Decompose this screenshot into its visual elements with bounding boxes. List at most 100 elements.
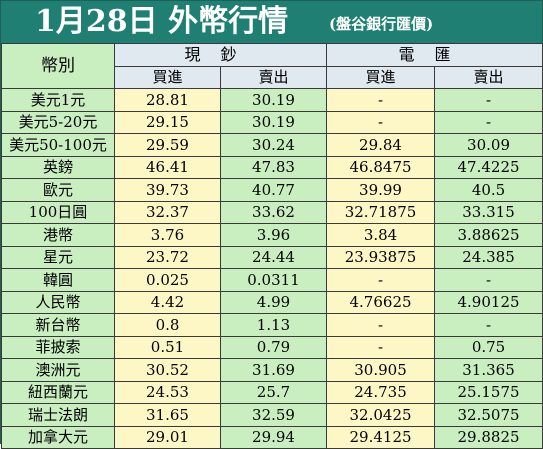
cash-buy-cell: 39.73 xyxy=(114,178,221,202)
wire-buy-cell: 23.93875 xyxy=(326,245,436,269)
table-row: 新台幣 0.8 1.13- - xyxy=(1,313,543,337)
wire-sell-cell: 24.385 xyxy=(434,245,543,269)
cash-sell-cell: 33.62 xyxy=(219,200,328,224)
cash-sell-cell: 29.94 xyxy=(219,425,328,449)
page-title: 1月28日 外幣行情 xyxy=(35,4,289,39)
cash-sell-cell: 32.59 xyxy=(219,403,328,427)
cash-sell-cell: 31.69 xyxy=(219,358,328,382)
wire-sell-cell: - xyxy=(434,313,543,337)
wire-buy-header: 買進 xyxy=(326,65,436,89)
table-row: 澳洲元 30.52 31.69 30.905 31.365 xyxy=(1,358,543,382)
currency-header: 幣別 xyxy=(1,43,115,89)
cash-sell-cell: 1.13 xyxy=(219,313,328,337)
cash-buy-cell: 46.41 xyxy=(114,155,221,179)
cash-buy-cell: 29.15 xyxy=(114,110,221,134)
wire-sell-cell: 4.90125 xyxy=(434,290,543,314)
wire-buy-cell: 29.4125 xyxy=(326,425,436,449)
cash-sell-cell: 0.0311 xyxy=(219,268,328,292)
cash-sell-cell: 4.99 xyxy=(219,290,328,314)
cash-buy-cell: 4.42 xyxy=(114,290,221,314)
table-row: 紐西蘭元 24.53 25.7 24.735 25.1575 xyxy=(1,380,543,404)
cash-sell-cell: 47.83 xyxy=(219,155,328,179)
wire-buy-cell: 24.735 xyxy=(326,380,436,404)
cash-buy-cell: 0.025 xyxy=(114,268,221,292)
cash-buy-header: 買進 xyxy=(114,65,221,89)
wire-sell-cell: 30.09 xyxy=(434,133,543,157)
wire-buy-cell: 29.84 xyxy=(326,133,436,157)
title-bar: 1月28日 外幣行情 (盤谷銀行匯價) xyxy=(1,1,542,43)
wire-sell-header: 賣出 xyxy=(434,65,543,89)
wire-buy-cell: 3.84 xyxy=(326,223,436,247)
cash-sell-cell: 25.7 xyxy=(219,380,328,404)
page-subtitle: (盤谷銀行匯價) xyxy=(329,15,434,33)
wire-sell-cell: - xyxy=(434,268,543,292)
wire-buy-cell: 32.0425 xyxy=(326,403,436,427)
cash-sell-cell: 30.24 xyxy=(219,133,328,157)
table-row: 美元50-100元 29.59 30.24 29.84 30.09 xyxy=(1,133,543,157)
cash-sell-cell: 3.96 xyxy=(219,223,328,247)
cash-sell-cell: 0.79 xyxy=(219,335,328,359)
wire-buy-cell: 32.71875 xyxy=(326,200,436,224)
cash-buy-cell: 3.76 xyxy=(114,223,221,247)
cash-buy-cell: 0.51 xyxy=(114,335,221,359)
currency-cell: 韓圓 xyxy=(1,268,115,292)
wire-sell-cell: 40.5 xyxy=(434,178,543,202)
currency-cell: 美元1元 xyxy=(1,88,115,112)
cash-buy-cell: 32.37 xyxy=(114,200,221,224)
wire-buy-cell: - xyxy=(326,335,436,359)
currency-cell: 港幣 xyxy=(1,223,115,247)
currency-cell: 澳洲元 xyxy=(1,358,115,382)
currency-cell: 美元50-100元 xyxy=(1,133,115,157)
wire-sell-cell: 0.75 xyxy=(434,335,543,359)
currency-cell: 人民幣 xyxy=(1,290,115,314)
currency-cell: 紐西蘭元 xyxy=(1,380,115,404)
currency-cell: 新台幣 xyxy=(1,313,115,337)
cash-sell-cell: 30.19 xyxy=(219,110,328,134)
cash-buy-cell: 29.59 xyxy=(114,133,221,157)
header-row-subcols: 買進 賣出 買進 賣出 xyxy=(2,65,543,89)
cash-sell-cell: 40.77 xyxy=(219,178,328,202)
wire-buy-cell: 46.8475 xyxy=(326,155,436,179)
cash-sell-cell: 24.44 xyxy=(219,245,328,269)
wire-buy-cell: - xyxy=(326,268,436,292)
wire-sell-cell: 31.365 xyxy=(434,358,543,382)
currency-cell: 歐元 xyxy=(1,178,115,202)
wire-sell-cell: 3.88625 xyxy=(434,223,543,247)
wire-sell-cell: - xyxy=(434,88,543,112)
currency-cell: 星元 xyxy=(1,245,115,269)
table-row: 星元 23.72 24.44 23.93875 24.385 xyxy=(1,245,543,269)
wire-buy-cell: - xyxy=(326,313,436,337)
wire-sell-cell: 47.4225 xyxy=(434,155,543,179)
cash-buy-cell: 28.81 xyxy=(114,88,221,112)
wire-buy-cell: - xyxy=(326,110,436,134)
wire-buy-cell: 39.99 xyxy=(326,178,436,202)
wire-sell-cell: 33.315 xyxy=(434,200,543,224)
table-row: 瑞士法朗 31.65 32.59 32.0425 32.5075 xyxy=(1,403,543,427)
currency-cell: 菲披索 xyxy=(1,335,115,359)
cash-buy-cell: 29.01 xyxy=(114,425,221,449)
wire-buy-cell: 30.905 xyxy=(326,358,436,382)
table-row: 加拿大元 29.01 29.94 29.4125 29.8825 xyxy=(1,425,543,449)
cash-sell-cell: 30.19 xyxy=(219,88,328,112)
wire-sell-cell: 25.1575 xyxy=(434,380,543,404)
wire-header: 電匯 xyxy=(326,43,543,67)
wire-sell-cell: - xyxy=(434,110,543,134)
wire-sell-cell: 32.5075 xyxy=(434,403,543,427)
wire-buy-cell: 4.76625 xyxy=(326,290,436,314)
currency-cell: 瑞士法朗 xyxy=(1,403,115,427)
table-row: 港幣 3.76 3.96 3.84 3.88625 xyxy=(1,223,543,247)
table-row: 100日圓 32.37 33.62 32.71875 33.315 xyxy=(1,200,543,224)
cash-buy-cell: 0.8 xyxy=(114,313,221,337)
table-row: 美元1元 28.81 30.19- - xyxy=(1,88,543,112)
table-row: 歐元 39.73 40.77 39.99 40.5 xyxy=(1,178,543,202)
table-row: 美元5-20元 29.15 30.19- - xyxy=(1,110,543,134)
currency-cell: 加拿大元 xyxy=(1,425,115,449)
wire-sell-cell: 29.8825 xyxy=(434,425,543,449)
cash-buy-cell: 23.72 xyxy=(114,245,221,269)
cash-header: 現鈔 xyxy=(113,43,328,67)
cash-buy-cell: 31.65 xyxy=(114,403,221,427)
currency-cell: 美元5-20元 xyxy=(1,110,115,134)
table-row: 英鎊 46.41 47.83 46.8475 47.4225 xyxy=(1,155,543,179)
wire-buy-cell: - xyxy=(326,88,436,112)
